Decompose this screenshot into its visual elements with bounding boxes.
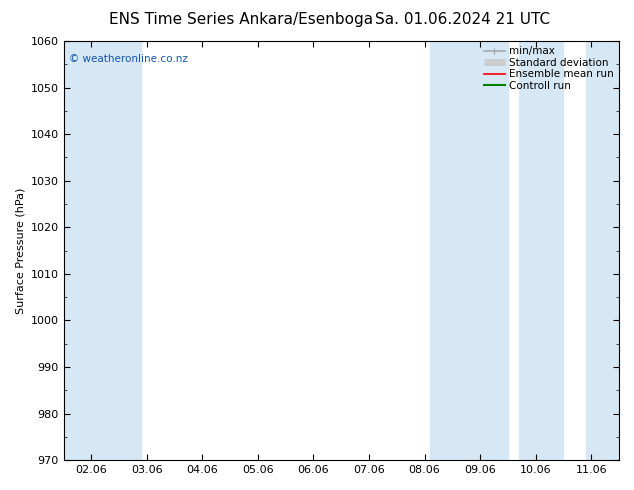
Legend: min/max, Standard deviation, Ensemble mean run, Controll run: min/max, Standard deviation, Ensemble me…: [481, 43, 617, 94]
Bar: [63, 41, 141, 460]
Text: ENS Time Series Ankara/Esenboga: ENS Time Series Ankara/Esenboga: [109, 12, 373, 27]
Bar: [430, 41, 508, 460]
Bar: [586, 41, 619, 460]
Text: Sa. 01.06.2024 21 UTC: Sa. 01.06.2024 21 UTC: [375, 12, 550, 27]
Y-axis label: Surface Pressure (hPa): Surface Pressure (hPa): [15, 187, 25, 314]
Bar: [519, 41, 564, 460]
Text: © weatheronline.co.nz: © weatheronline.co.nz: [69, 53, 188, 64]
